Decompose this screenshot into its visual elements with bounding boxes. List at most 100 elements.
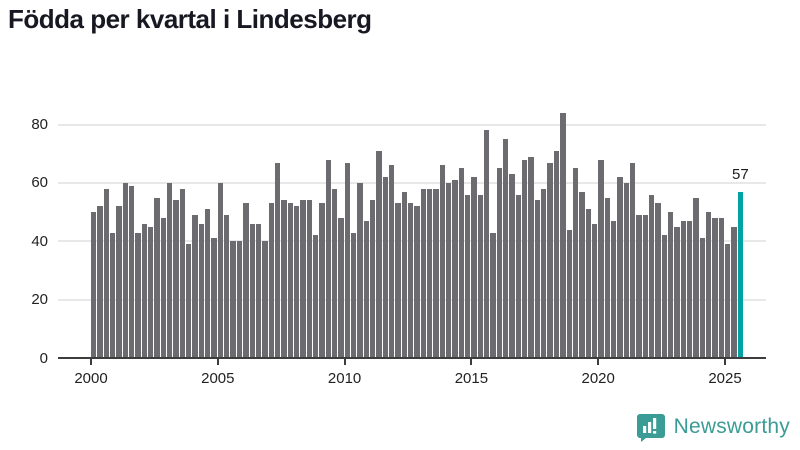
bar <box>300 200 306 358</box>
bar <box>496 168 503 358</box>
bar <box>598 159 604 358</box>
bar <box>414 206 420 358</box>
bar <box>572 168 579 358</box>
bar <box>585 209 591 358</box>
bar <box>547 162 553 358</box>
x-axis-line <box>58 357 766 359</box>
bar <box>484 130 490 358</box>
bar <box>433 188 439 358</box>
bar <box>255 223 262 358</box>
bar <box>477 194 484 358</box>
bar <box>103 188 110 358</box>
bar <box>420 188 427 358</box>
y-gridline <box>58 123 766 126</box>
bar <box>528 156 534 358</box>
bar <box>388 165 395 358</box>
bar <box>350 232 357 358</box>
bar <box>427 188 433 358</box>
bar <box>680 220 686 358</box>
x-axis-tick <box>724 358 726 365</box>
bar <box>604 197 610 358</box>
highlighted-bar <box>737 191 744 358</box>
bar <box>725 244 731 358</box>
bar <box>319 203 325 358</box>
bar <box>610 220 617 358</box>
bar <box>534 200 541 358</box>
bar <box>693 197 699 358</box>
bar <box>281 200 287 358</box>
bar <box>522 159 528 358</box>
bar <box>97 206 103 358</box>
bar <box>331 188 338 358</box>
newsworthy-logo[interactable]: Newsworthy <box>636 412 790 442</box>
bar <box>515 194 522 358</box>
bar <box>116 206 122 358</box>
bar <box>661 235 667 358</box>
x-axis-tick-label: 2020 <box>581 370 615 387</box>
bar <box>122 182 129 358</box>
bar <box>591 223 598 358</box>
bar <box>686 220 693 358</box>
bar <box>198 223 205 358</box>
bar <box>408 203 414 358</box>
bar <box>712 217 718 358</box>
chart-title: Födda per kvartal i Lindesberg <box>8 4 372 34</box>
bar <box>452 180 458 358</box>
bar <box>154 197 160 358</box>
bar <box>141 223 148 358</box>
bar <box>268 203 274 358</box>
y-axis-tick-label: 80 <box>31 116 48 134</box>
bar <box>503 139 509 358</box>
bar <box>217 182 224 358</box>
bar <box>667 212 674 358</box>
newsworthy-bar-chart-icon <box>636 412 666 442</box>
x-axis-tick <box>90 358 92 365</box>
bar <box>205 209 211 358</box>
bar <box>110 232 116 358</box>
x-axis-tick <box>343 358 346 365</box>
bar <box>344 162 350 358</box>
bar <box>293 206 300 358</box>
bar <box>274 162 281 358</box>
bar <box>655 203 661 358</box>
bar <box>566 229 572 358</box>
y-gridline <box>58 181 766 184</box>
bar <box>230 241 236 358</box>
bar <box>312 235 319 358</box>
bar <box>636 215 642 358</box>
bar <box>363 220 369 358</box>
x-axis-tick-label: 2025 <box>708 370 742 387</box>
bar <box>236 241 243 358</box>
bar <box>357 182 363 358</box>
x-axis-tick-label: 2015 <box>454 370 489 387</box>
x-axis-tick <box>470 358 473 365</box>
bar <box>243 203 249 358</box>
bar <box>306 200 312 358</box>
bar <box>369 200 376 358</box>
bar <box>129 185 135 358</box>
y-axis-tick-label: 20 <box>31 291 48 309</box>
bar <box>173 200 179 358</box>
last-bar-value-label: 57 <box>732 165 749 183</box>
bar <box>674 226 680 358</box>
bar <box>135 232 141 358</box>
bar <box>623 182 629 358</box>
bar <box>471 177 477 358</box>
bar <box>553 150 560 358</box>
bar <box>192 215 198 358</box>
x-axis-tick <box>216 358 219 365</box>
bar <box>148 226 154 358</box>
y-axis-tick-label: 40 <box>31 232 48 250</box>
bar <box>160 217 167 358</box>
bar <box>705 212 712 358</box>
bar <box>401 191 407 358</box>
x-axis-tick-label: 2005 <box>201 370 235 387</box>
y-axis-tick-label: 60 <box>31 174 48 192</box>
bar <box>541 188 547 358</box>
x-axis-tick-label: 2000 <box>74 370 108 387</box>
bar <box>382 177 388 358</box>
bar <box>376 150 382 358</box>
bar <box>224 215 230 358</box>
